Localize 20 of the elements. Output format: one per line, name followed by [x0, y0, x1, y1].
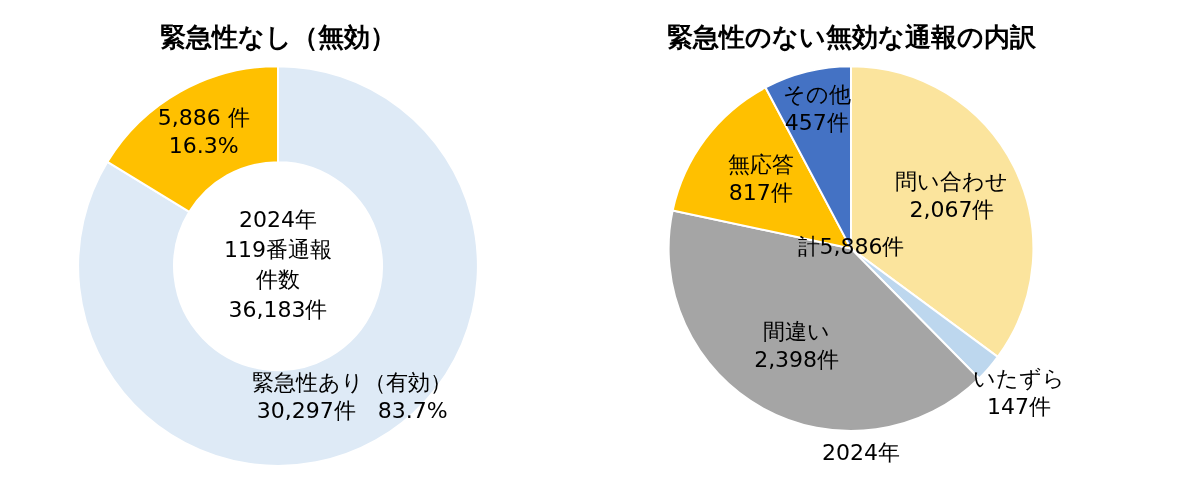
slice-label: 問い合わせ [895, 169, 1009, 195]
slice-label: 無応答 [727, 152, 794, 178]
data-label: 2,398件 [754, 347, 840, 373]
slice-label: 緊急性あり（有効） [252, 370, 453, 396]
data-label: 5,886 件 16.3% [157, 105, 250, 159]
text: 2024年 [821, 439, 901, 467]
data-label: 817件 [728, 180, 793, 206]
slice-label: 間違い [763, 319, 831, 345]
text: 119番通報 [224, 236, 332, 262]
data-label: 457件 [784, 110, 849, 136]
data-label: 2,067件 [909, 197, 995, 223]
slice-label: いたずら [973, 365, 1066, 391]
chart-title: 緊急性のない無効な通報の内訳 [666, 22, 1037, 53]
data-label: 147件 [987, 393, 1052, 419]
text: 36,183件 [228, 296, 328, 322]
data-label: 30,297件 83.7% [256, 398, 448, 424]
text: 計5,886件 [797, 234, 905, 260]
chart-title: 緊急性なし（無効） [160, 22, 396, 53]
text: 件数 [256, 266, 300, 292]
text: 2024年 [239, 206, 317, 232]
